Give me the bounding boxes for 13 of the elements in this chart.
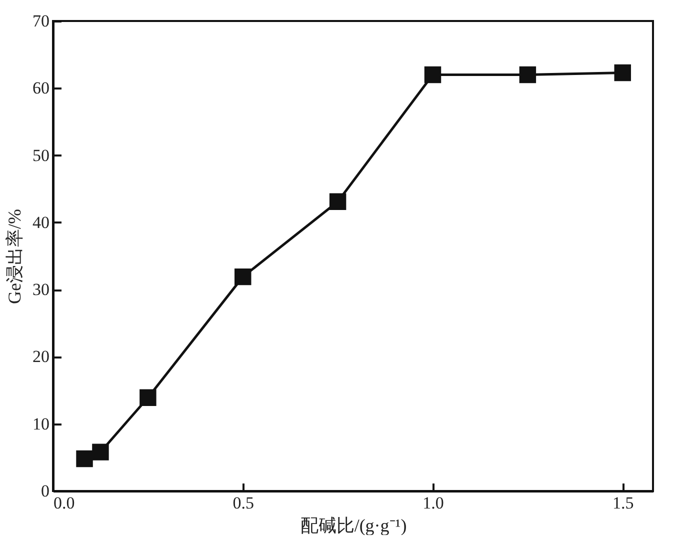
x-tick-label: 0.5 <box>232 494 254 512</box>
y-tick-label: 10 <box>32 414 50 434</box>
x-tick-label: 0.0 <box>54 494 75 512</box>
x-tick-label: 1.0 <box>422 494 444 512</box>
y-tick-label: 70 <box>32 12 50 30</box>
y-tick-label: 50 <box>32 146 50 165</box>
y-axis-title: Ge浸出率/% <box>4 209 24 304</box>
y-tick-label: 20 <box>32 347 50 366</box>
y-tick-label: 0 <box>41 482 50 500</box>
x-tick-label: 1.5 <box>612 494 634 512</box>
y-tick-label: 40 <box>32 212 50 232</box>
y-tick-label: 30 <box>32 280 50 300</box>
y-tick-label: 60 <box>32 78 50 98</box>
